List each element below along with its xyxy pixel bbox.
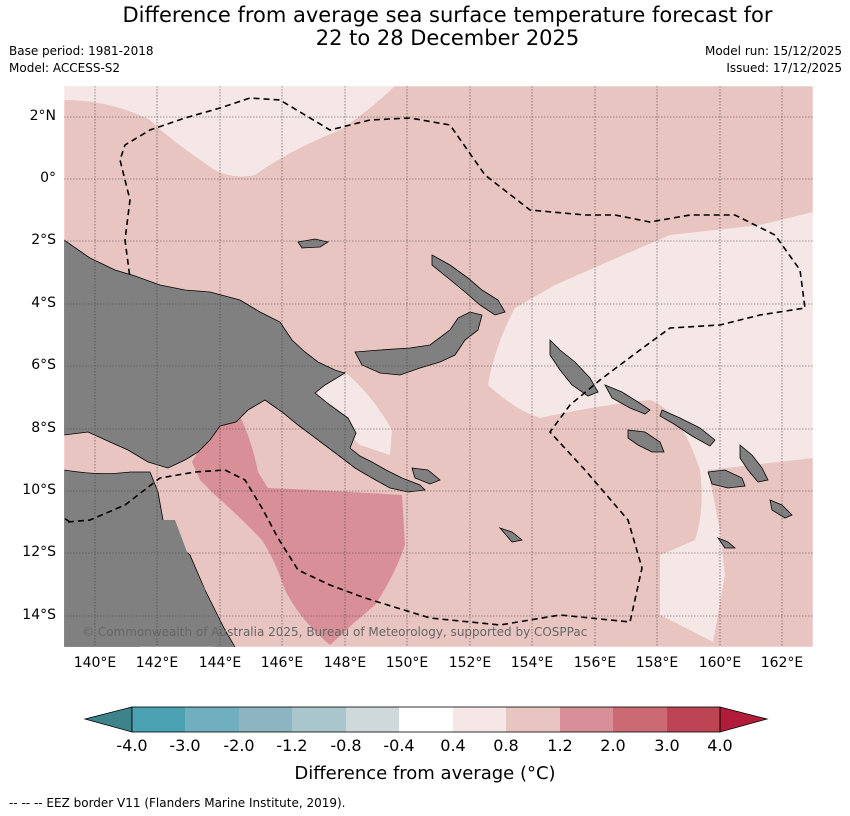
land-dentrecasteaux — [411, 467, 441, 485]
anomaly-zone-north — [64, 86, 395, 177]
colorbar-tick: 0.8 — [493, 736, 519, 755]
lon-label: 146°E — [260, 655, 304, 671]
land-bougainville — [549, 339, 599, 397]
colorbar-tick: 1.2 — [547, 736, 573, 755]
land-santa-isabel — [659, 409, 716, 447]
lon-label: 162°E — [760, 655, 804, 671]
colorbar-tick: 2.0 — [600, 736, 626, 755]
title-line-1: Difference from average sea surface temp… — [122, 3, 773, 27]
colorbar-cell — [613, 707, 667, 732]
colorbar-cell — [185, 707, 239, 732]
anomaly-zone-east — [488, 212, 813, 642]
anomaly-zone-gulf — [318, 365, 392, 455]
lat-label: 10°S — [22, 482, 56, 498]
land-choiseul — [604, 384, 651, 415]
colorbar-title: Difference from average (°C) — [294, 763, 556, 784]
lon-label: 154°E — [510, 655, 554, 671]
colorbar-cell — [346, 707, 399, 732]
copyright-notice: © Commonwealth of Australia 2025, Bureau… — [82, 625, 588, 639]
colorbar-cell — [239, 707, 292, 732]
map-area — [64, 86, 813, 647]
land-cape-york-fill — [140, 520, 215, 647]
colorbar-cell — [453, 707, 506, 732]
colorbar-cell — [560, 707, 613, 732]
colorbar-cell-above — [719, 706, 769, 733]
colorbar-tick: 3.0 — [654, 736, 680, 755]
lat-label: 6°S — [31, 357, 56, 373]
lat-label: 4°S — [31, 295, 56, 311]
lon-label: 150°E — [385, 655, 429, 671]
land-guadalcanal-north — [627, 429, 665, 453]
map-frame — [63, 85, 814, 648]
lon-label: 152°E — [448, 655, 492, 671]
land-rennell — [716, 537, 737, 549]
lat-label: 2°S — [31, 232, 56, 248]
land-guadalcanal — [707, 469, 746, 489]
anomaly-zone-coral-sea — [192, 412, 405, 645]
colorbar-tick: -3.0 — [169, 736, 201, 755]
lat-label: 2°N — [29, 108, 56, 124]
colorbar-tick: -0.8 — [330, 736, 362, 755]
lon-label: 158°E — [635, 655, 679, 671]
land-louisiade — [498, 527, 523, 543]
lon-label: 160°E — [698, 655, 742, 671]
colorbar-cell — [667, 707, 720, 732]
lat-label: 12°S — [22, 544, 56, 560]
chart-title: Difference from average sea surface temp… — [0, 4, 850, 50]
land-new-britain — [354, 311, 483, 376]
colorbar-tick: -1.2 — [276, 736, 308, 755]
lon-label: 142°E — [135, 655, 179, 671]
meta-left: Base period: 1981-2018 Model: ACCESS-S2 — [9, 43, 154, 77]
land-makira — [769, 499, 793, 519]
eez-footnote: -- -- -- EEZ border V11 (Flanders Marine… — [9, 796, 346, 810]
colorbar-cell — [399, 707, 453, 732]
colorbar-cell — [132, 707, 185, 732]
lat-label: 8°S — [31, 420, 56, 436]
model-name: Model: ACCESS-S2 — [9, 61, 121, 75]
colorbar-cell-below — [83, 706, 133, 733]
colorbar — [83, 706, 769, 733]
lon-label: 140°E — [73, 655, 117, 671]
meta-right: Model run: 15/12/2025 Issued: 17/12/2025 — [705, 43, 842, 77]
base-period: Base period: 1981-2018 — [9, 44, 154, 58]
colorbar-tick: -0.4 — [383, 736, 415, 755]
lat-label: 14°S — [22, 607, 56, 623]
lon-label: 156°E — [573, 655, 617, 671]
lon-label: 148°E — [323, 655, 367, 671]
colorbar-outline — [131, 706, 721, 733]
land-malaita — [739, 444, 769, 483]
model-run: Model run: 15/12/2025 — [704, 44, 842, 58]
colorbar-cell — [506, 707, 560, 732]
eez-border — [64, 97, 806, 626]
colorbar-tick: -2.0 — [223, 736, 255, 755]
colorbar-tick: 0.4 — [440, 736, 466, 755]
graticule — [64, 86, 813, 647]
title-line-2: 22 to 28 December 2025 — [315, 26, 580, 50]
lat-label: 0° — [40, 170, 56, 186]
lon-label: 144°E — [198, 655, 242, 671]
colorbar-tick: 4.0 — [707, 736, 733, 755]
issued-date: Issued: 17/12/2025 — [726, 61, 842, 75]
colorbar-tick: -4.0 — [116, 736, 148, 755]
land-new-ireland — [431, 254, 506, 316]
colorbar-cell — [292, 707, 346, 732]
